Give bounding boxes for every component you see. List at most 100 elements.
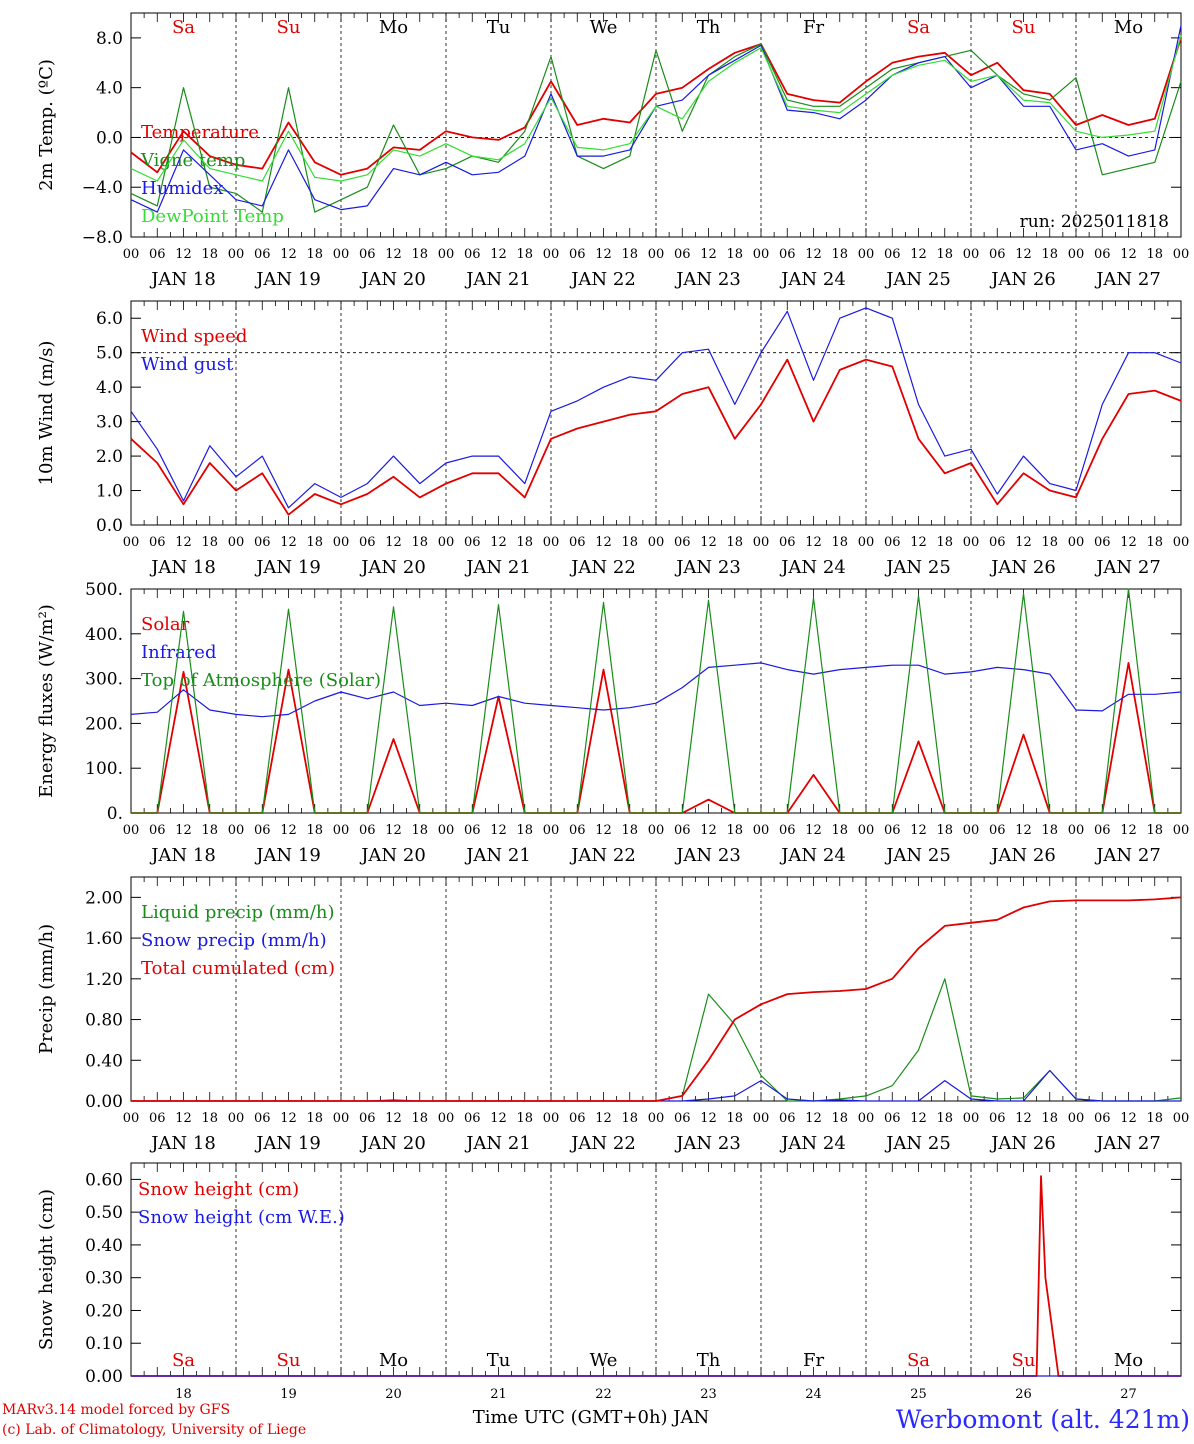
day-label: JAN 22 — [569, 269, 636, 290]
hour-tick-label: 00 — [438, 823, 455, 838]
day-label: JAN 20 — [359, 1133, 426, 1154]
day-label: JAN 26 — [989, 557, 1056, 578]
day-label: JAN 26 — [989, 845, 1056, 866]
hour-tick-label: 06 — [254, 1111, 271, 1126]
day-label: JAN 22 — [569, 1133, 636, 1154]
hour-tick-label: 18 — [516, 247, 533, 262]
legend-entry: Wind speed — [141, 326, 247, 347]
y-tick-label: 0.40 — [85, 1236, 123, 1256]
bottom-day-number: 22 — [595, 1387, 612, 1402]
hour-tick-label: 06 — [989, 1111, 1006, 1126]
hour-tick-label: 12 — [1120, 1111, 1137, 1126]
hour-tick-label: 06 — [254, 823, 271, 838]
y-tick-label: 4.0 — [96, 79, 123, 99]
day-label: JAN 23 — [674, 845, 741, 866]
legend-entry: Top of Atmosphere (Solar) — [141, 670, 381, 691]
bottom-day-number: 26 — [1015, 1387, 1032, 1402]
weekday-label: Sa — [172, 1350, 195, 1371]
day-label: JAN 24 — [779, 557, 846, 578]
y-tick-label: −4.0 — [82, 178, 123, 198]
bottom-day-number: 18 — [175, 1387, 192, 1402]
hour-tick-label: 06 — [989, 535, 1006, 550]
hour-tick-label: 06 — [1094, 535, 1111, 550]
hour-tick-label: 12 — [700, 823, 717, 838]
hour-tick-label: 18 — [621, 823, 638, 838]
hour-tick-label: 00 — [438, 535, 455, 550]
y-tick-label: 8.0 — [96, 29, 123, 49]
day-label: JAN 19 — [254, 845, 321, 866]
hour-tick-label: 18 — [726, 247, 743, 262]
hour-tick-label: 06 — [1094, 1111, 1111, 1126]
hour-tick-label: 00 — [648, 823, 665, 838]
hour-tick-label: 06 — [359, 247, 376, 262]
hour-tick-label: 00 — [753, 247, 770, 262]
hour-tick-label: 06 — [674, 535, 691, 550]
hour-tick-label: 06 — [989, 247, 1006, 262]
footer-model: MARv3.14 model forced by GFS — [2, 1402, 230, 1418]
y-tick-label: −8.0 — [82, 228, 123, 248]
hour-tick-label: 00 — [753, 823, 770, 838]
day-label: JAN 25 — [884, 1133, 951, 1154]
y-tick-label: 1.20 — [85, 970, 123, 990]
day-label: JAN 18 — [149, 1133, 216, 1154]
hour-tick-label: 06 — [569, 823, 586, 838]
y-tick-label: 0.40 — [85, 1051, 123, 1071]
hour-tick-label: 18 — [1146, 1111, 1163, 1126]
hour-tick-label: 06 — [884, 247, 901, 262]
y-tick-label: 3.0 — [96, 413, 123, 433]
day-label: JAN 27 — [1094, 269, 1161, 290]
hour-tick-label: 18 — [621, 1111, 638, 1126]
hour-tick-label: 18 — [411, 247, 428, 262]
x-axis-label: Time UTC (GMT+0h) JAN — [473, 1407, 710, 1428]
hour-tick-label: 00 — [543, 535, 560, 550]
legend-entry: Liquid precip (mm/h) — [141, 902, 335, 923]
day-label: JAN 24 — [779, 1133, 846, 1154]
hour-tick-label: 00 — [858, 247, 875, 262]
legend-entry: Total cumulated (cm) — [141, 958, 335, 979]
hour-tick-label: 06 — [779, 1111, 796, 1126]
hour-tick-label: 12 — [595, 247, 612, 262]
hour-tick-label: 18 — [201, 535, 218, 550]
day-label: JAN 26 — [989, 269, 1056, 290]
hour-tick-label: 12 — [280, 823, 297, 838]
hour-tick-label: 00 — [543, 1111, 560, 1126]
hour-tick-label: 00 — [333, 1111, 350, 1126]
y-tick-label: 1.0 — [96, 482, 123, 502]
y-tick-label: 0.50 — [85, 1203, 123, 1223]
hour-tick-label: 18 — [1146, 535, 1163, 550]
y-tick-label: 1.60 — [85, 929, 123, 949]
hour-tick-label: 06 — [569, 535, 586, 550]
hour-tick-label: 12 — [490, 1111, 507, 1126]
hour-tick-label: 00 — [1173, 823, 1190, 838]
hour-tick-label: 12 — [490, 247, 507, 262]
run-annotation: run: 2025011818 — [1020, 212, 1169, 232]
weekday-label: Tu — [487, 17, 511, 38]
hour-tick-label: 00 — [858, 1111, 875, 1126]
day-label: JAN 18 — [149, 845, 216, 866]
weekday-label: Mo — [1114, 1350, 1143, 1371]
hour-tick-label: 12 — [700, 535, 717, 550]
hour-tick-label: 00 — [753, 535, 770, 550]
day-label: JAN 21 — [464, 845, 531, 866]
hour-tick-label: 00 — [1068, 1111, 1085, 1126]
hour-tick-label: 00 — [1173, 247, 1190, 262]
hour-tick-label: 12 — [805, 823, 822, 838]
hour-tick-label: 00 — [1173, 535, 1190, 550]
day-label: JAN 19 — [254, 1133, 321, 1154]
y-tick-label: 0.60 — [85, 1170, 123, 1190]
hour-tick-label: 00 — [438, 1111, 455, 1126]
hour-tick-label: 12 — [1015, 823, 1032, 838]
legend-entry: Snow height (cm) — [138, 1179, 299, 1200]
hour-tick-label: 18 — [516, 535, 533, 550]
series-line-vigne-temp — [130, 43, 1182, 213]
hour-tick-label: 18 — [831, 823, 848, 838]
hour-tick-label: 06 — [989, 823, 1006, 838]
day-label: JAN 21 — [464, 1133, 531, 1154]
panel-3-frame — [130, 588, 1182, 814]
hour-tick-label: 00 — [753, 1111, 770, 1126]
hour-tick-label: 12 — [385, 535, 402, 550]
bottom-day-number: 24 — [805, 1387, 822, 1402]
hour-tick-label: 18 — [726, 1111, 743, 1126]
hour-tick-label: 06 — [464, 823, 481, 838]
